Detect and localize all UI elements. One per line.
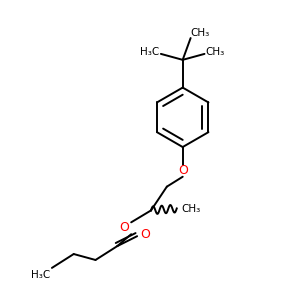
Text: O: O [140, 228, 150, 241]
Text: CH₃: CH₃ [190, 28, 209, 38]
Text: O: O [119, 221, 129, 234]
Text: H₃C: H₃C [32, 270, 51, 280]
Text: CH₃: CH₃ [181, 204, 200, 214]
Text: CH₃: CH₃ [206, 47, 225, 57]
Text: H₃C: H₃C [140, 47, 160, 57]
Text: O: O [178, 164, 188, 177]
